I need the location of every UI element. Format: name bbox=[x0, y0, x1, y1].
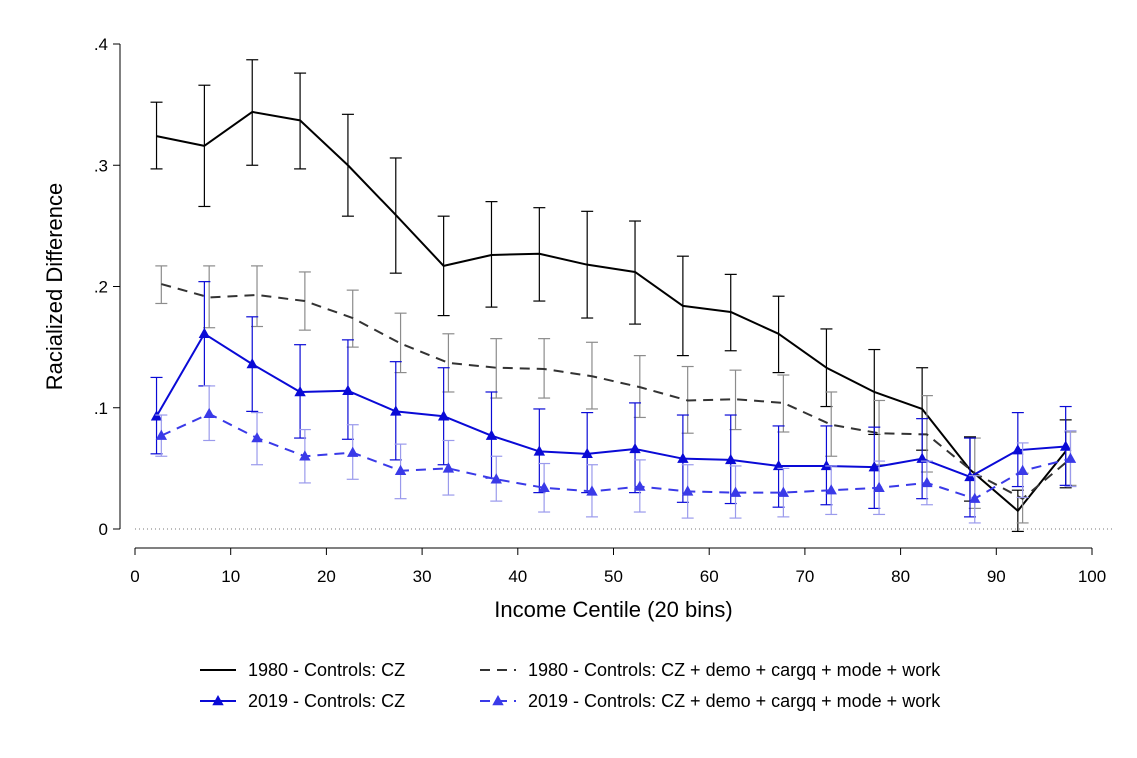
data-point bbox=[394, 464, 407, 475]
x-tick-label: 30 bbox=[413, 567, 432, 586]
data-point bbox=[825, 484, 837, 495]
data-point bbox=[294, 385, 306, 397]
series-1 bbox=[150, 59, 1072, 533]
y-axis-title: Racialized Difference bbox=[42, 183, 67, 390]
data-point bbox=[772, 459, 785, 471]
plot-area bbox=[135, 59, 1112, 533]
legend-item-1: 1980 - Controls: CZ bbox=[200, 660, 405, 680]
y-tick-label: .2 bbox=[94, 278, 108, 297]
data-point bbox=[969, 492, 981, 503]
legend-marker bbox=[212, 695, 224, 706]
data-point bbox=[777, 486, 790, 497]
series-line bbox=[161, 283, 1072, 500]
series-3 bbox=[150, 281, 1072, 518]
x-tick-label: 80 bbox=[891, 567, 910, 586]
legend-marker bbox=[492, 695, 504, 706]
data-point bbox=[485, 429, 498, 440]
series-line bbox=[160, 412, 1071, 500]
y-ticks: 0 .1 .2 .3 .4 bbox=[94, 35, 120, 539]
legend-label: 1980 - Controls: CZ bbox=[248, 660, 405, 680]
data-point bbox=[390, 405, 402, 416]
data-point bbox=[629, 442, 641, 454]
y-tick-label: .4 bbox=[94, 35, 108, 54]
data-point bbox=[586, 485, 598, 496]
data-point bbox=[347, 446, 359, 457]
data-point bbox=[490, 473, 502, 484]
x-tick-label: 70 bbox=[795, 567, 814, 586]
x-tick-label: 90 bbox=[987, 567, 1006, 586]
x-tick-label: 50 bbox=[604, 567, 623, 586]
x-tick-label: 100 bbox=[1078, 567, 1106, 586]
data-point bbox=[1016, 464, 1029, 475]
data-point bbox=[442, 462, 455, 473]
data-point bbox=[342, 384, 354, 395]
legend-item-3: 2019 - Controls: CZ bbox=[200, 691, 405, 711]
legend-label: 2019 - Controls: CZ + demo + cargq + mod… bbox=[528, 691, 941, 711]
legend: 1980 - Controls: CZ 1980 - Controls: CZ +… bbox=[200, 660, 941, 711]
y-tick-label: 0 bbox=[99, 520, 108, 539]
data-point bbox=[1059, 440, 1072, 451]
data-point bbox=[246, 358, 258, 369]
x-ticks: 0 10 20 30 40 50 60 70 80 90 100 bbox=[130, 548, 1106, 586]
x-tick-label: 40 bbox=[508, 567, 527, 586]
x-tick-label: 60 bbox=[700, 567, 719, 586]
data-point bbox=[1012, 444, 1024, 455]
legend-label: 2019 - Controls: CZ bbox=[248, 691, 405, 711]
data-point bbox=[198, 327, 211, 338]
data-point bbox=[437, 410, 450, 421]
data-point bbox=[873, 481, 885, 492]
legend-label: 1980 - Controls: CZ + demo + cargq + mod… bbox=[528, 660, 941, 680]
x-axis-title: Income Centile (20 bins) bbox=[494, 597, 732, 622]
legend-item-4: 2019 - Controls: CZ + demo + cargq + mod… bbox=[480, 691, 941, 711]
x-tick-label: 10 bbox=[221, 567, 240, 586]
data-point bbox=[725, 453, 737, 465]
data-point bbox=[203, 407, 215, 419]
data-point bbox=[1064, 452, 1077, 463]
series-2 bbox=[155, 265, 1077, 524]
data-point bbox=[916, 452, 928, 463]
data-point bbox=[581, 447, 593, 459]
legend-item-2: 1980 - Controls: CZ + demo + cargq + mod… bbox=[480, 660, 941, 680]
series-line bbox=[156, 110, 1067, 512]
x-tick-label: 20 bbox=[317, 567, 336, 586]
data-point bbox=[820, 459, 833, 471]
data-point bbox=[299, 450, 311, 461]
axes: 0 .1 .2 .3 .4 0 10 20 30 40 50 60 70 80 90 100 bbox=[94, 35, 1106, 586]
series-4 bbox=[155, 385, 1077, 524]
data-point bbox=[634, 480, 646, 491]
data-point bbox=[681, 485, 694, 496]
data-point bbox=[155, 429, 168, 440]
data-point bbox=[533, 445, 546, 456]
data-point bbox=[921, 476, 933, 488]
y-tick-label: .1 bbox=[94, 399, 108, 418]
data-point bbox=[538, 481, 550, 492]
data-point bbox=[677, 452, 689, 463]
data-point bbox=[251, 432, 263, 443]
data-point bbox=[868, 461, 880, 472]
y-tick-label: .3 bbox=[94, 156, 108, 175]
x-tick-label: 0 bbox=[130, 567, 139, 586]
series-line bbox=[155, 332, 1066, 478]
data-point bbox=[729, 486, 742, 497]
